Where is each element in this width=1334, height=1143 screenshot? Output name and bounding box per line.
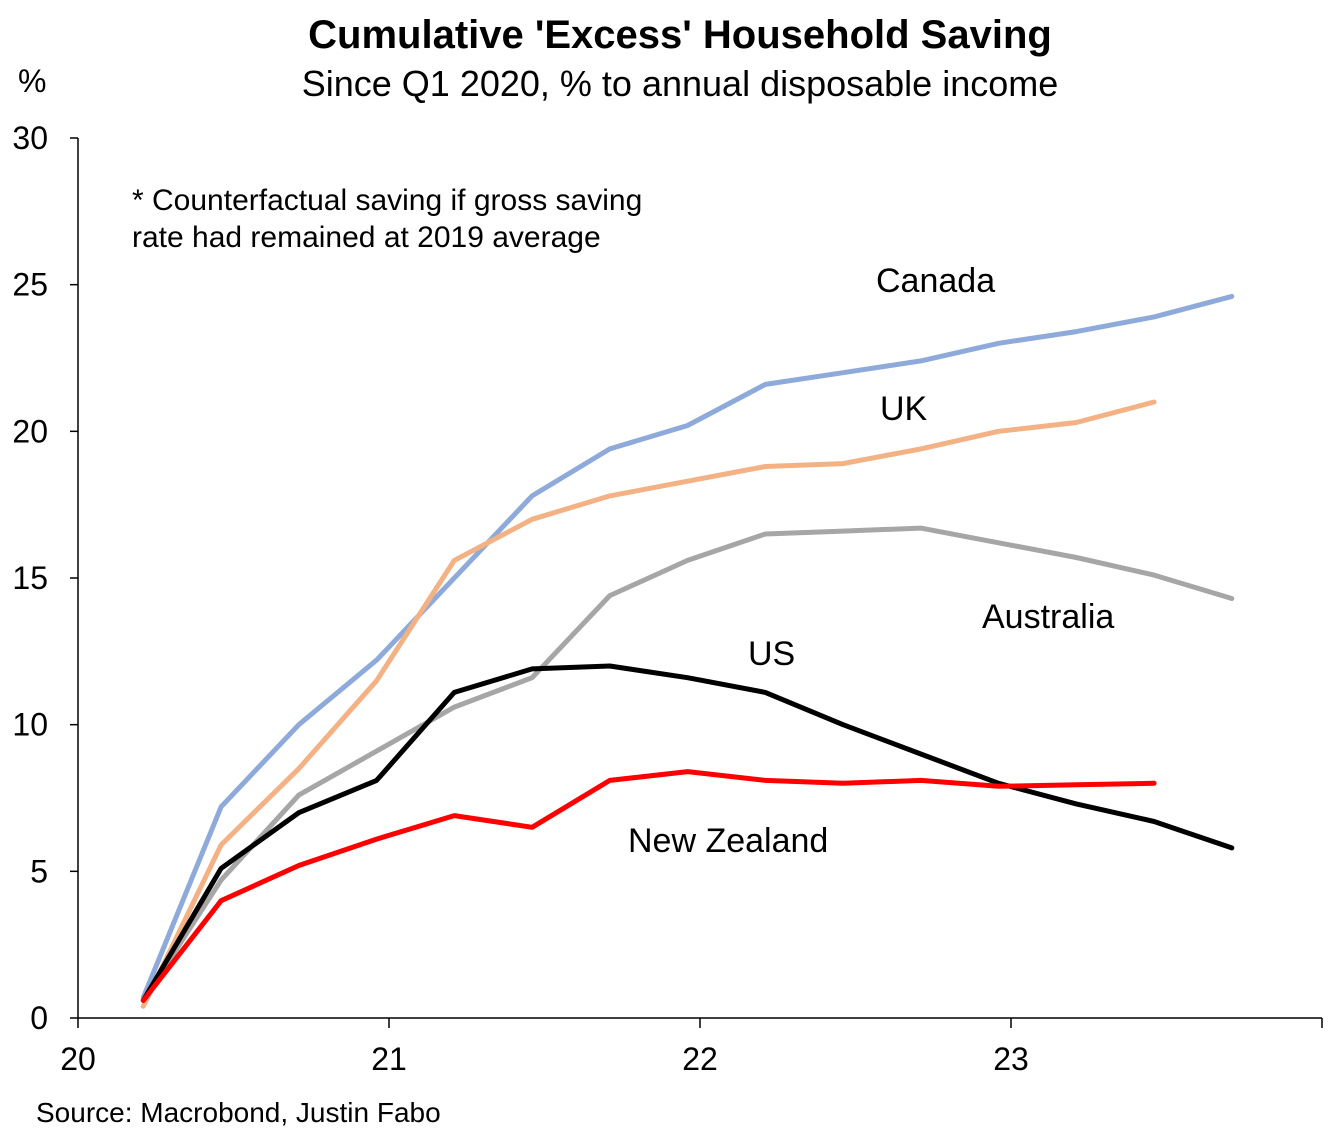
chart-subtitle: Since Q1 2020, % to annual disposable in… [302, 63, 1059, 104]
series-line-us [140, 663, 1235, 1003]
y-tick-label: 0 [30, 1000, 48, 1036]
series-line-australia [140, 525, 1235, 1003]
annotation-note-line-1: * Counterfactual saving if gross saving [132, 184, 642, 217]
y-tick-label: 20 [12, 413, 48, 449]
x-tick-label: 22 [682, 1041, 718, 1077]
series-label-us: US [748, 635, 795, 673]
x-tick-label: 21 [371, 1041, 407, 1077]
series-label-australia: Australia [982, 598, 1114, 636]
series-line-canada [140, 293, 1235, 1000]
series-line-uk [140, 399, 1157, 1009]
series-label-new-zealand: New Zealand [628, 822, 828, 860]
x-tick-label: 20 [60, 1041, 96, 1077]
y-axis-unit-label: % [18, 63, 46, 99]
source-note: Source: Macrobond, Justin Fabo [36, 1097, 441, 1128]
y-tick-label: 30 [12, 120, 48, 156]
axes: 0 5 10 15 20 25 30 20 21 22 23 [12, 120, 1323, 1077]
series-label-canada: Canada [876, 262, 995, 300]
x-tick-label: 23 [993, 1041, 1029, 1077]
series-lines [140, 293, 1235, 1009]
y-tick-label: 25 [12, 267, 48, 303]
chart-title: Cumulative 'Excess' Household Saving [308, 13, 1052, 57]
y-tick-label: 5 [30, 853, 48, 889]
series-label-uk: UK [880, 390, 928, 428]
y-tick-label: 10 [12, 707, 48, 743]
y-tick-label: 15 [12, 560, 48, 596]
series-line-new-zealand [140, 769, 1157, 1003]
annotation-note-line-2: rate had remained at 2019 average [132, 221, 601, 254]
